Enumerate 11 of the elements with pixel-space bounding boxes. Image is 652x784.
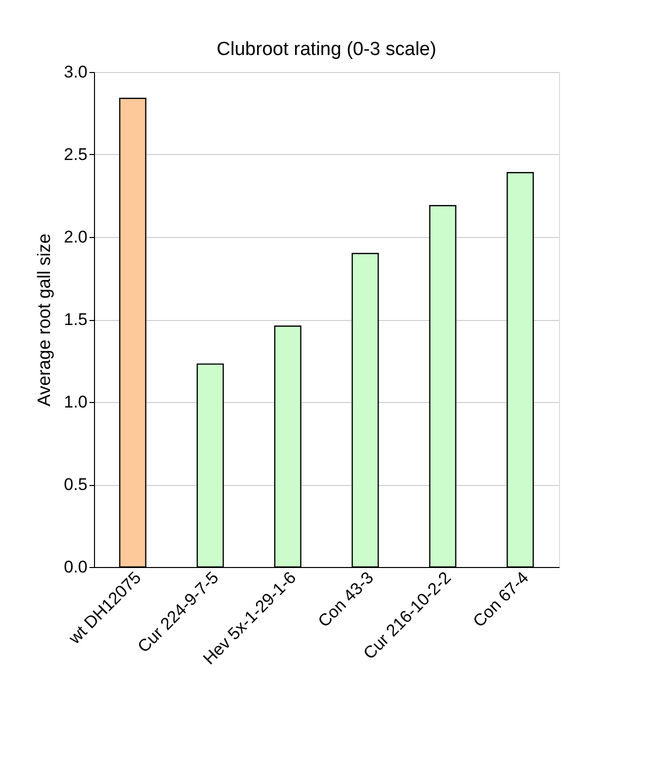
y-axis-title: Average root gall size — [34, 234, 54, 406]
y-tick-label: 0.5 — [64, 475, 88, 494]
y-tick-label: 2.0 — [64, 228, 88, 246]
chart-title: Clubroot rating (0-3 scale) — [216, 39, 436, 60]
y-tick-label: 0.0 — [64, 558, 88, 576]
y-tick-label: 1.5 — [64, 310, 88, 329]
y-tick-label: 2.5 — [64, 145, 88, 164]
y-tick-label: 1.0 — [64, 392, 88, 412]
x-tick-label: Con 43-3 — [314, 568, 378, 631]
y-tick-label: 3.0 — [64, 62, 88, 82]
x-tick-label: Con 67-4 — [469, 568, 532, 631]
